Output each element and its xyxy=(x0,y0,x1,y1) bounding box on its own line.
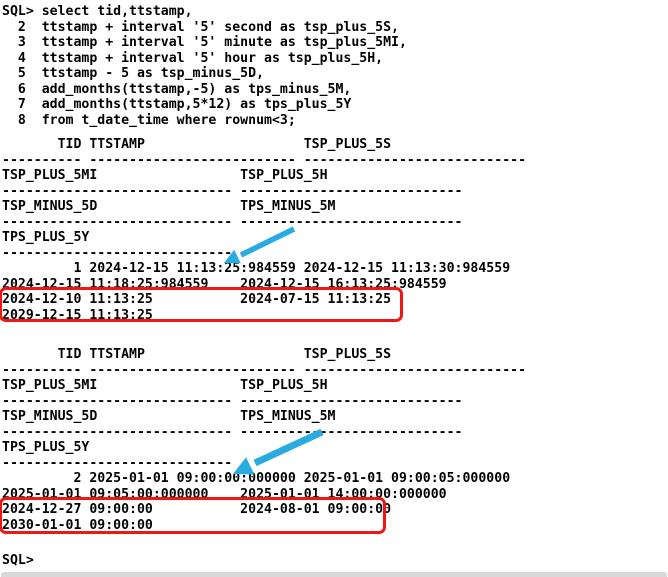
command-prompt[interactable]: SQL> xyxy=(2,553,34,568)
horizontal-scrollbar-track[interactable] xyxy=(1,572,667,577)
sql-query-block: SQL> select tid,ttstamp, 2 ttstamp + int… xyxy=(2,4,407,128)
result-set-record-1: TID TTSTAMP TSP_PLUS_5S ---------- -----… xyxy=(2,137,527,323)
result-set-record-2: TID TTSTAMP TSP_PLUS_5S ---------- -----… xyxy=(2,347,527,533)
